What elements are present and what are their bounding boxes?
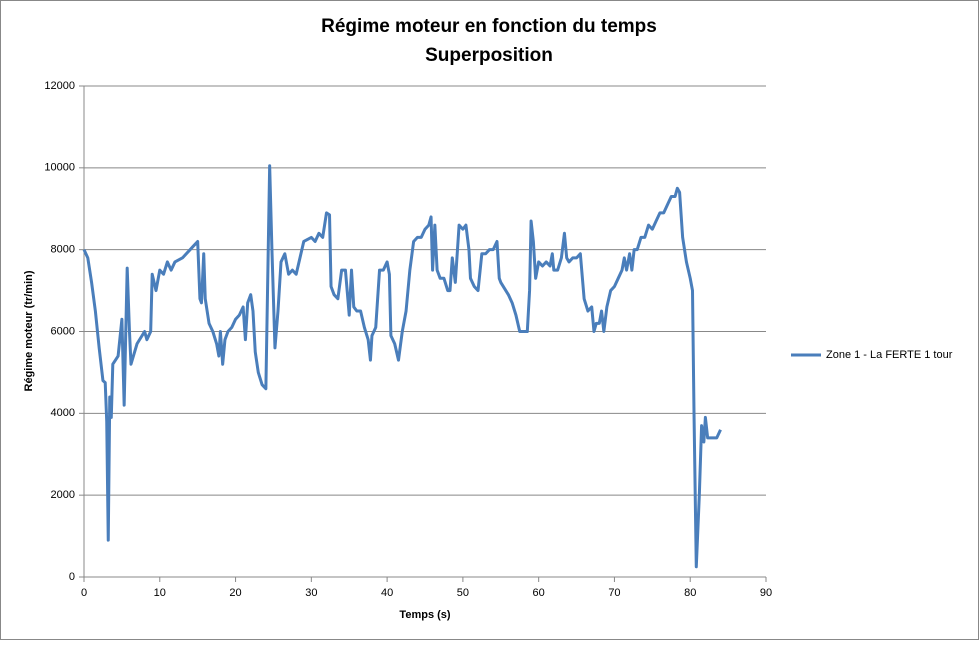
x-tick-label: 0	[81, 587, 87, 599]
x-tick-label: 40	[381, 587, 393, 599]
data-line	[82, 164, 722, 569]
x-tick-label: 60	[533, 587, 545, 599]
y-tick-label: 8000	[51, 244, 75, 256]
y-tick-label: 2000	[51, 489, 75, 501]
x-tick-label: 90	[760, 587, 772, 599]
x-tick-label: 80	[684, 587, 696, 599]
x-tick-label: 10	[154, 587, 166, 599]
chart-title: Régime moteur en fonction du temps	[321, 16, 657, 37]
y-axis-title: Régime moteur (tr/min)	[23, 270, 35, 391]
y-tick-label: 12000	[44, 80, 75, 92]
x-tick-label: 70	[608, 587, 620, 599]
x-tick-label: 30	[305, 587, 317, 599]
x-tick-label: 20	[229, 587, 241, 599]
y-tick-label: 4000	[51, 407, 75, 419]
x-axis-title: Temps (s)	[399, 609, 450, 621]
y-tick-label: 10000	[44, 162, 75, 174]
legend-label: Zone 1 - La FERTE 1 tour	[826, 349, 953, 361]
x-tick-label: 50	[457, 587, 469, 599]
y-tick-label: 0	[69, 571, 75, 583]
y-tick-label: 6000	[51, 325, 75, 337]
chart-subtitle: Superposition	[425, 45, 553, 66]
